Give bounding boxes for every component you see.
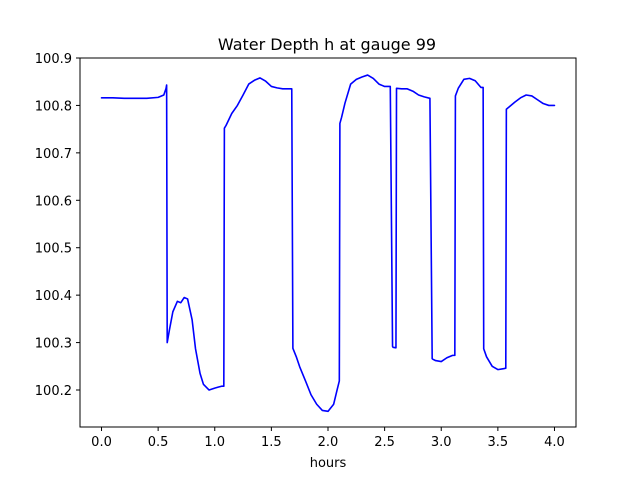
y-tick-label: 100.9 <box>35 52 72 67</box>
x-tick-label: 2.5 <box>374 435 395 450</box>
y-tick-label: 100.6 <box>35 194 72 209</box>
x-axis-label: hours <box>310 456 347 471</box>
y-tick-label: 100.3 <box>35 337 72 352</box>
x-tick-label: 0.0 <box>91 435 112 450</box>
y-tick-label: 100.8 <box>35 99 72 114</box>
y-tick-label: 100.5 <box>35 242 72 257</box>
chart-title: Water Depth h at gauge 99 <box>218 35 436 54</box>
x-tick-label: 0.5 <box>148 435 169 450</box>
x-tick-label: 3.5 <box>488 435 509 450</box>
x-tick-label: 1.5 <box>261 435 282 450</box>
x-tick-label: 2.0 <box>318 435 339 450</box>
x-axis: 0.0 0.5 1.0 1.5 2.0 2.5 3.0 3.5 4.0 <box>91 427 565 450</box>
plot-area <box>100 74 556 413</box>
y-tick-label: 100.2 <box>35 384 72 399</box>
plot-frame <box>79 57 577 428</box>
series-line <box>100 74 556 413</box>
y-tick-label: 100.7 <box>35 147 72 162</box>
y-axis: 100.2 100.3 100.4 100.5 100.6 100.7 100.8 100.9 <box>35 52 80 399</box>
x-tick-label: 4.0 <box>544 435 565 450</box>
x-tick-label: 3.0 <box>431 435 452 450</box>
y-tick-label: 100.4 <box>35 289 72 304</box>
x-tick-label: 1.0 <box>204 435 225 450</box>
